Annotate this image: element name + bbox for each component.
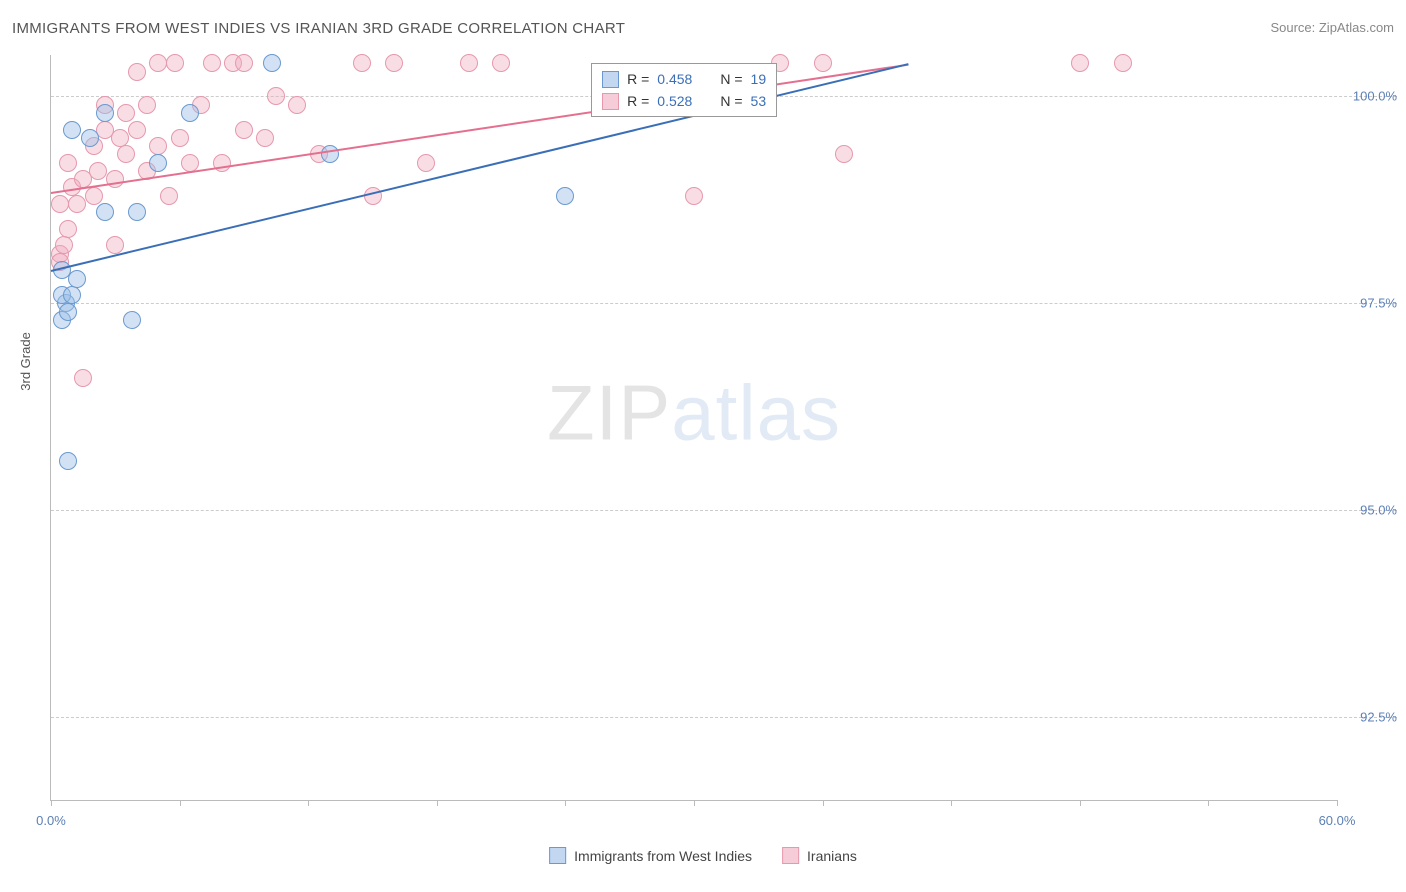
point-west-indies	[263, 54, 281, 72]
chart-title: IMMIGRANTS FROM WEST INDIES VS IRANIAN 3…	[12, 20, 625, 37]
point-iranians	[117, 145, 135, 163]
point-iranians	[117, 104, 135, 122]
point-west-indies	[149, 154, 167, 172]
legend-label: Immigrants from West Indies	[574, 848, 752, 864]
swatch-pink-icon	[782, 847, 799, 864]
point-west-indies	[128, 203, 146, 221]
point-iranians	[74, 369, 92, 387]
stats-row: R = 0.528 N = 53	[602, 90, 766, 112]
point-iranians	[685, 187, 703, 205]
point-iranians	[267, 87, 285, 105]
x-tick	[1337, 800, 1338, 806]
swatch-blue-icon	[549, 847, 566, 864]
n-value: 53	[751, 90, 767, 112]
point-west-indies	[59, 303, 77, 321]
point-iranians	[166, 54, 184, 72]
x-tick	[437, 800, 438, 806]
point-west-indies	[63, 286, 81, 304]
y-tick-label: 95.0%	[1342, 503, 1397, 518]
legend: Immigrants from West Indies Iranians	[549, 847, 857, 864]
point-iranians	[68, 195, 86, 213]
legend-label: Iranians	[807, 848, 857, 864]
point-iranians	[460, 54, 478, 72]
r-value: 0.528	[657, 90, 692, 112]
y-tick-label: 92.5%	[1342, 710, 1397, 725]
point-west-indies	[181, 104, 199, 122]
swatch-blue-icon	[602, 71, 619, 88]
x-tick	[1208, 800, 1209, 806]
n-label: N =	[720, 90, 742, 112]
point-iranians	[171, 129, 189, 147]
point-iranians	[85, 187, 103, 205]
legend-item: Iranians	[782, 847, 857, 864]
x-tick	[951, 800, 952, 806]
point-iranians	[59, 220, 77, 238]
point-iranians	[288, 96, 306, 114]
point-west-indies	[59, 452, 77, 470]
n-value: 19	[751, 68, 767, 90]
point-iranians	[181, 154, 199, 172]
point-west-indies	[96, 203, 114, 221]
gridline	[51, 303, 1397, 304]
point-iranians	[149, 137, 167, 155]
trendline-west-indies	[51, 63, 909, 272]
point-iranians	[235, 121, 253, 139]
point-iranians	[235, 54, 253, 72]
point-west-indies	[556, 187, 574, 205]
y-tick-label: 100.0%	[1342, 89, 1397, 104]
point-iranians	[492, 54, 510, 72]
point-iranians	[89, 162, 107, 180]
point-iranians	[106, 170, 124, 188]
watermark: ZIPatlas	[547, 367, 841, 458]
point-west-indies	[321, 145, 339, 163]
point-iranians	[111, 129, 129, 147]
r-label: R =	[627, 68, 649, 90]
point-iranians	[128, 63, 146, 81]
point-iranians	[128, 121, 146, 139]
point-iranians	[256, 129, 274, 147]
point-iranians	[814, 54, 832, 72]
point-iranians	[353, 54, 371, 72]
gridline	[51, 717, 1397, 718]
r-label: R =	[627, 90, 649, 112]
point-west-indies	[96, 104, 114, 122]
source-attribution: Source: ZipAtlas.com	[1270, 20, 1394, 35]
point-iranians	[138, 96, 156, 114]
n-label: N =	[720, 68, 742, 90]
stats-row: R = 0.458 N = 19	[602, 68, 766, 90]
y-tick-label: 97.5%	[1342, 296, 1397, 311]
swatch-pink-icon	[602, 93, 619, 110]
x-tick	[823, 800, 824, 806]
point-west-indies	[63, 121, 81, 139]
stats-box: R = 0.458 N = 19 R = 0.528 N = 53	[591, 63, 777, 117]
point-iranians	[203, 54, 221, 72]
scatter-plot-area: ZIPatlas 92.5%95.0%97.5%100.0%0.0%60.0%R…	[50, 55, 1337, 801]
point-west-indies	[81, 129, 99, 147]
point-iranians	[106, 236, 124, 254]
point-iranians	[1114, 54, 1132, 72]
x-tick-label: 0.0%	[36, 813, 66, 828]
point-west-indies	[123, 311, 141, 329]
gridline	[51, 510, 1397, 511]
point-iranians	[59, 154, 77, 172]
point-iranians	[51, 195, 69, 213]
legend-item: Immigrants from West Indies	[549, 847, 752, 864]
x-tick	[51, 800, 52, 806]
point-west-indies	[68, 270, 86, 288]
x-tick	[180, 800, 181, 806]
x-tick	[694, 800, 695, 806]
x-tick	[308, 800, 309, 806]
point-iranians	[1071, 54, 1089, 72]
x-tick	[1080, 800, 1081, 806]
point-iranians	[160, 187, 178, 205]
y-axis-label: 3rd Grade	[18, 332, 33, 391]
point-iranians	[149, 54, 167, 72]
x-tick-label: 60.0%	[1319, 813, 1356, 828]
point-iranians	[417, 154, 435, 172]
x-tick	[565, 800, 566, 806]
point-iranians	[55, 236, 73, 254]
point-iranians	[385, 54, 403, 72]
r-value: 0.458	[657, 68, 692, 90]
point-iranians	[835, 145, 853, 163]
